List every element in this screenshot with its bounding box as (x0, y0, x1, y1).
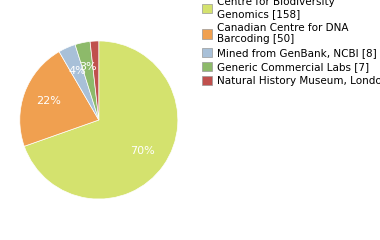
Wedge shape (75, 42, 99, 120)
Text: 22%: 22% (36, 96, 61, 106)
Legend: Centre for Biodiversity
Genomics [158], Canadian Centre for DNA
Barcoding [50], : Centre for Biodiversity Genomics [158], … (201, 0, 380, 86)
Wedge shape (24, 41, 178, 199)
Text: 3%: 3% (79, 62, 97, 72)
Text: 4%: 4% (68, 66, 86, 76)
Wedge shape (90, 41, 99, 120)
Wedge shape (59, 45, 99, 120)
Wedge shape (20, 52, 99, 146)
Text: 70%: 70% (130, 146, 155, 156)
